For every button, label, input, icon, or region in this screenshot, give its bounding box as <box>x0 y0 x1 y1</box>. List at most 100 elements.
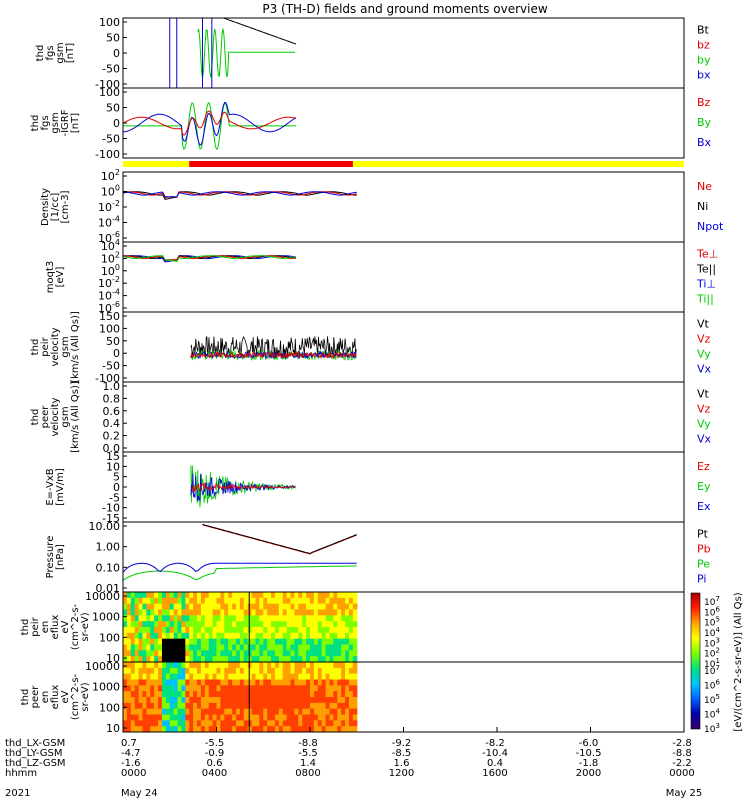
heatmap-cell <box>224 702 229 710</box>
heatmap-cell <box>345 726 350 732</box>
heatmap-cell <box>243 720 249 727</box>
heatmap-cell <box>348 714 354 721</box>
time-tick-label: -2.2 <box>672 758 692 769</box>
heatmap-cell <box>185 632 190 640</box>
heatmap-cell <box>134 720 140 727</box>
heatmap-cell <box>130 702 136 710</box>
heatmap-cell <box>286 656 292 662</box>
heatmap-cell <box>286 632 292 640</box>
heatmap-cell <box>352 667 358 675</box>
heatmap-cell <box>341 621 346 628</box>
heatmap-cell <box>224 592 229 599</box>
heatmap-cell <box>278 656 284 662</box>
heatmap-cell <box>239 714 245 721</box>
heatmap-cell <box>189 644 194 651</box>
time-tick-label: 1.6 <box>394 758 410 769</box>
y-axis-label: [cm-3] <box>60 190 71 223</box>
heatmap-cell <box>130 603 136 611</box>
heatmap-cell <box>142 638 147 646</box>
heatmap-cell <box>302 632 307 640</box>
heatmap-cell <box>239 679 245 686</box>
heatmap-cell <box>216 708 221 716</box>
y-axis-label: sr-eV) <box>80 682 91 711</box>
heatmap-cell <box>278 609 284 616</box>
heatmap-cell <box>329 632 334 640</box>
legend-Vy: Vy <box>697 348 711 361</box>
heatmap-cell <box>197 679 202 686</box>
heatmap-cell <box>298 702 303 710</box>
heatmap-cell <box>204 667 210 675</box>
heatmap-cell <box>329 714 334 721</box>
heatmap-cell <box>204 592 210 599</box>
y-axis-label: peer <box>30 685 41 709</box>
heatmap-cell <box>185 685 190 692</box>
time-tick-label: -1.8 <box>579 758 599 769</box>
heatmap-cell <box>169 632 175 640</box>
heatmap-cell <box>267 597 272 605</box>
heatmap-cell <box>224 697 229 704</box>
heatmap-cell <box>154 621 159 628</box>
heatmap-cell <box>321 592 327 599</box>
heatmap-cell <box>193 667 198 675</box>
heatmap-cell <box>130 667 136 675</box>
heatmap-cell <box>294 662 299 669</box>
heatmap-cell <box>204 621 210 628</box>
heatmap-cell <box>282 609 288 616</box>
heatmap-cell <box>235 615 241 622</box>
heatmap-cell <box>274 662 280 669</box>
heatmap-cell <box>337 615 342 622</box>
colorbar-tick: 104 <box>704 708 720 721</box>
heatmap-cell <box>337 597 342 605</box>
heatmap-cell <box>298 720 303 727</box>
time-row-label: thd_LY-GSM <box>5 748 62 759</box>
heatmap-cell <box>138 597 144 605</box>
heatmap-cell <box>208 714 214 721</box>
heatmap-cell <box>189 667 194 675</box>
heatmap-cell <box>126 662 132 669</box>
heatmap-cell <box>154 697 159 704</box>
heatmap-cell <box>267 615 272 622</box>
heatmap-cell <box>341 667 346 675</box>
panel-fgs-gsm-dipole-frame <box>122 87 685 159</box>
heatmap-cell <box>325 685 331 692</box>
heatmap-cell <box>337 720 342 727</box>
heatmap-cell <box>290 638 296 646</box>
heatmap-cell <box>313 592 319 599</box>
heatmap-cell <box>267 726 272 732</box>
heatmap-cell <box>278 726 284 732</box>
heatmap-cell <box>123 609 128 616</box>
heatmap-cell <box>259 592 264 599</box>
heatmap-cell <box>200 632 206 640</box>
heatmap-cell <box>278 679 284 686</box>
heatmap-cell <box>352 592 358 599</box>
heatmap-cell <box>185 702 190 710</box>
heatmap-cell <box>317 650 323 657</box>
heatmap-cell <box>352 656 358 662</box>
heatmap-cell <box>126 609 132 616</box>
heatmap-cell <box>224 627 229 634</box>
heatmap-cell <box>317 627 323 634</box>
heatmap-cell <box>134 609 140 616</box>
state-bar-red <box>189 161 353 167</box>
heatmap-cell <box>154 609 159 616</box>
heatmap-cell <box>177 708 183 716</box>
heatmap-cell <box>123 615 128 622</box>
heatmap-cell <box>150 708 155 716</box>
y-tick-label: 10-2 <box>98 199 120 214</box>
heatmap-cell <box>251 720 257 727</box>
heatmap-cell <box>197 691 202 698</box>
series-Vx <box>190 350 357 360</box>
heatmap-cell <box>204 726 210 732</box>
heatmap-cell <box>348 621 354 628</box>
heatmap-cell <box>345 673 350 681</box>
heatmap-cell <box>185 597 190 605</box>
heatmap-cell <box>337 662 342 669</box>
heatmap-cell <box>306 638 311 646</box>
heatmap-cell <box>185 656 190 662</box>
heatmap-cell <box>169 615 175 622</box>
y-tick-label: 100 <box>99 701 120 714</box>
time-tick-label: -0.9 <box>205 748 225 759</box>
heatmap-cell <box>243 632 249 640</box>
heatmap-cell <box>341 644 346 651</box>
